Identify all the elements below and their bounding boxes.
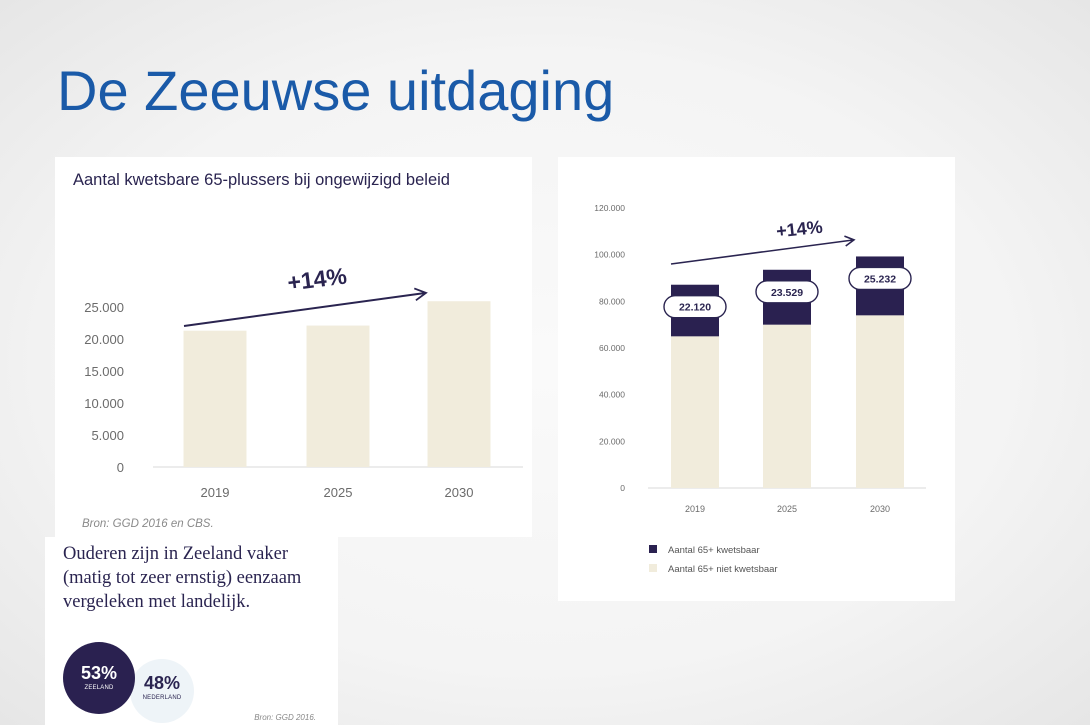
x-tick-label: 2025 [324, 485, 353, 500]
y-tick-label: 20.000 [599, 436, 625, 446]
y-tick-label: 80.000 [599, 296, 625, 306]
slide-title: De Zeeuwse uitdaging [57, 59, 615, 122]
data-label-bubble [755, 280, 819, 304]
bar-2030 [427, 301, 491, 467]
data-label: 22.120 [679, 302, 711, 314]
legend-swatch [649, 564, 657, 572]
y-tick-label: 20.000 [84, 332, 124, 347]
x-tick-label: 2019 [201, 485, 230, 500]
y-tick-label: 40.000 [599, 390, 625, 400]
bar-not-vulnerable-2019 [671, 336, 719, 488]
y-tick-label: 0 [117, 460, 124, 475]
x-tick-label: 2030 [870, 504, 890, 514]
bar-2019 [183, 330, 247, 467]
y-tick-label: 15.000 [84, 364, 124, 379]
zeeland-percentage-circle: 53% ZEELAND [63, 642, 135, 714]
loneliness-panel: Ouderen zijn in Zeeland vaker (matig tot… [45, 537, 338, 725]
growth-arrow [670, 235, 856, 265]
zeeland-percentage: 53% [80, 663, 118, 683]
legend-label: Aantal 65+ niet kwetsbaar [668, 564, 778, 575]
stacked-seniors-chart-panel: 0 20.000 40.000 60.000 80.000 100.000 120.000 … [558, 157, 955, 601]
growth-arrow [183, 287, 428, 327]
data-label: 25.232 [864, 273, 896, 285]
vulnerable-seniors-chart-panel: Aantal kwetsbare 65-plussers bij ongewij… [55, 157, 532, 537]
y-tick-label: 5.000 [91, 428, 124, 443]
x-tick-label: 2030 [445, 485, 474, 500]
bar-not-vulnerable-2030 [856, 315, 904, 488]
data-label-bubble [663, 295, 727, 319]
chart-title: Aantal kwetsbare 65-plussers bij ongewij… [73, 171, 450, 189]
data-label: 23.529 [771, 287, 803, 299]
y-tick-label: 10.000 [84, 396, 124, 411]
bar-2025 [306, 325, 370, 467]
y-tick-label: 60.000 [599, 343, 625, 353]
netherlands-label: NEDERLAND [142, 695, 182, 701]
y-tick-label: 120.000 [594, 203, 625, 213]
legend-label: Aantal 65+ kwetsbaar [668, 545, 760, 556]
netherlands-percentage: 48% [143, 673, 181, 693]
growth-annotation: +14% [775, 217, 823, 242]
loneliness-statement: Ouderen zijn in Zeeland vaker (matig tot… [63, 544, 302, 612]
zeeland-label: ZEELAND [84, 685, 114, 691]
chart-source: Bron: GGD 2016 en CBS. [82, 518, 214, 530]
legend-swatch [649, 545, 657, 553]
growth-annotation: +14% [286, 263, 348, 296]
bar-not-vulnerable-2025 [763, 324, 811, 488]
data-label-bubble [848, 266, 912, 291]
y-tick-label: 0 [620, 483, 625, 493]
netherlands-percentage-circle: 48% NEDERLAND [130, 659, 194, 723]
x-tick-label: 2025 [777, 504, 797, 514]
loneliness-source: Bron: GGD 2016. [254, 713, 316, 722]
y-tick-label: 25.000 [84, 300, 124, 315]
y-tick-label: 100.000 [594, 250, 625, 260]
seniors-stacked-bar-chart: 020.00040.00060.00080.000100.000120.000 … [594, 203, 926, 575]
x-tick-label: 2019 [685, 504, 705, 514]
vulnerable-seniors-bar-chart: Aantal kwetsbare 65-plussers bij ongewij… [73, 171, 523, 530]
